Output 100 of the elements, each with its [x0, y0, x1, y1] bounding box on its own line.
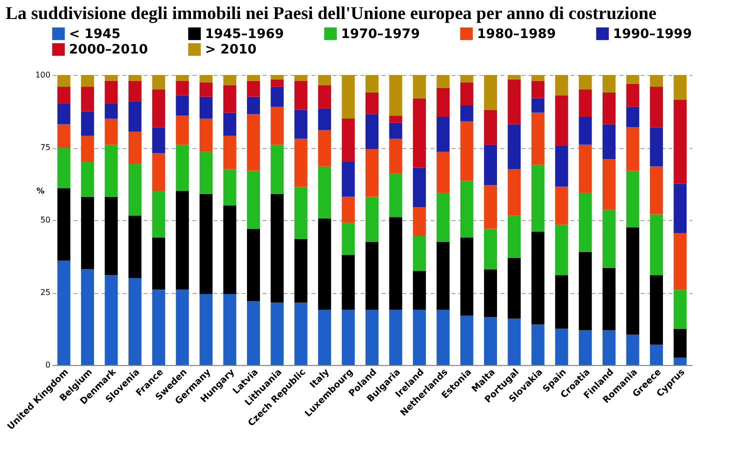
- bar: [294, 110, 308, 139]
- bar: [460, 180, 474, 238]
- bar: [223, 294, 236, 365]
- bar: [104, 118, 118, 145]
- legend-label: 1970–1979: [341, 26, 420, 42]
- legend-label: 1945–1969: [205, 26, 284, 42]
- bar: [602, 92, 616, 124]
- bar: [366, 92, 378, 114]
- bar: [484, 228, 498, 270]
- bar: [674, 358, 687, 365]
- bar: [389, 138, 402, 174]
- bar: [626, 334, 640, 365]
- bar: [460, 82, 474, 106]
- bar: [578, 252, 592, 330]
- bar: [176, 95, 189, 116]
- legend-label: < 1945: [69, 26, 121, 42]
- bar: [436, 152, 450, 192]
- bar: [508, 318, 521, 365]
- bar: [318, 75, 332, 86]
- bar: [626, 75, 640, 84]
- bar: [270, 302, 284, 365]
- bar: [508, 169, 521, 216]
- y-tick-label: 0: [45, 360, 50, 370]
- y-tick-label: 100: [35, 70, 50, 80]
- bar: [366, 196, 378, 242]
- bar: [318, 108, 332, 130]
- bar: [57, 124, 70, 148]
- bar: [484, 185, 498, 229]
- y-tick-label: 50: [40, 216, 50, 224]
- bar: [104, 80, 118, 104]
- bar: [318, 130, 332, 166]
- bar: [246, 170, 260, 229]
- bar: [294, 238, 308, 303]
- bar: [626, 106, 640, 128]
- bar: [270, 79, 284, 87]
- bar: [176, 116, 189, 145]
- bar: [602, 124, 616, 160]
- bar: [366, 310, 378, 365]
- bar: [104, 275, 118, 365]
- bar: [602, 210, 616, 268]
- bar: [200, 82, 213, 97]
- bar: [366, 148, 378, 197]
- y-tick-label: 25: [40, 288, 50, 297]
- bar: [531, 164, 544, 232]
- bar: [650, 214, 663, 276]
- bar: [57, 260, 70, 365]
- bar: [626, 84, 640, 107]
- bar: [200, 152, 213, 194]
- bar: [342, 222, 355, 255]
- bar: [200, 75, 213, 82]
- bar: [626, 127, 640, 171]
- bar: [555, 186, 568, 224]
- bar: [484, 75, 498, 110]
- bar: [294, 75, 308, 81]
- bar: [176, 191, 189, 290]
- bar: [318, 166, 332, 219]
- bar: [508, 75, 521, 80]
- bar: [81, 136, 94, 162]
- legend-label: 1990–1999: [613, 26, 692, 42]
- bar: [200, 294, 213, 365]
- bar: [294, 80, 308, 110]
- bar: [128, 75, 142, 81]
- bar: [270, 86, 284, 107]
- bar: [104, 75, 118, 81]
- bar: [366, 114, 378, 149]
- bar: [484, 110, 498, 145]
- bar: [412, 236, 426, 271]
- legend-label: 1980–1989: [477, 26, 556, 42]
- bar: [508, 258, 521, 319]
- bar: [128, 278, 142, 365]
- bar: [200, 118, 213, 152]
- bar: [104, 196, 118, 276]
- bar: [674, 184, 687, 234]
- bar: [412, 98, 426, 168]
- bar: [246, 114, 260, 171]
- bar: [342, 196, 355, 223]
- bar: [412, 270, 426, 310]
- bar: [152, 237, 166, 290]
- bar: [650, 275, 663, 345]
- bar: [57, 75, 70, 87]
- bar: [508, 79, 521, 124]
- bar: [223, 169, 236, 206]
- bar: [389, 116, 402, 123]
- bar: [270, 106, 284, 145]
- bar: [223, 75, 236, 86]
- bar: [484, 144, 498, 186]
- bar: [650, 75, 663, 87]
- bar: [412, 75, 426, 98]
- bar: [128, 132, 142, 164]
- bar: [104, 144, 118, 197]
- bar: [294, 186, 308, 239]
- bar: [57, 148, 70, 188]
- y-axis-title: %: [36, 186, 45, 196]
- bar: [578, 75, 592, 90]
- bar: [223, 136, 236, 170]
- bar: [650, 127, 663, 166]
- bar: [650, 86, 663, 128]
- bar: [531, 112, 544, 165]
- bar: [200, 194, 213, 294]
- bar: [223, 206, 236, 294]
